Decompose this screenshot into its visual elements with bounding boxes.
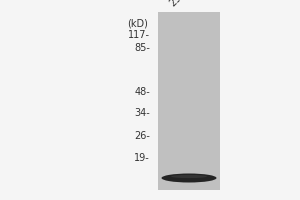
Ellipse shape [161,173,217,182]
Text: 85-: 85- [134,43,150,53]
Text: 19-: 19- [134,153,150,163]
Text: 48-: 48- [134,87,150,97]
Text: 26-: 26- [134,131,150,141]
Text: 293: 293 [168,0,188,8]
Text: 117-: 117- [128,30,150,40]
Bar [158,12,220,190]
Text: (kD): (kD) [127,18,148,28]
Text: 34-: 34- [134,108,150,118]
Ellipse shape [171,175,207,178]
